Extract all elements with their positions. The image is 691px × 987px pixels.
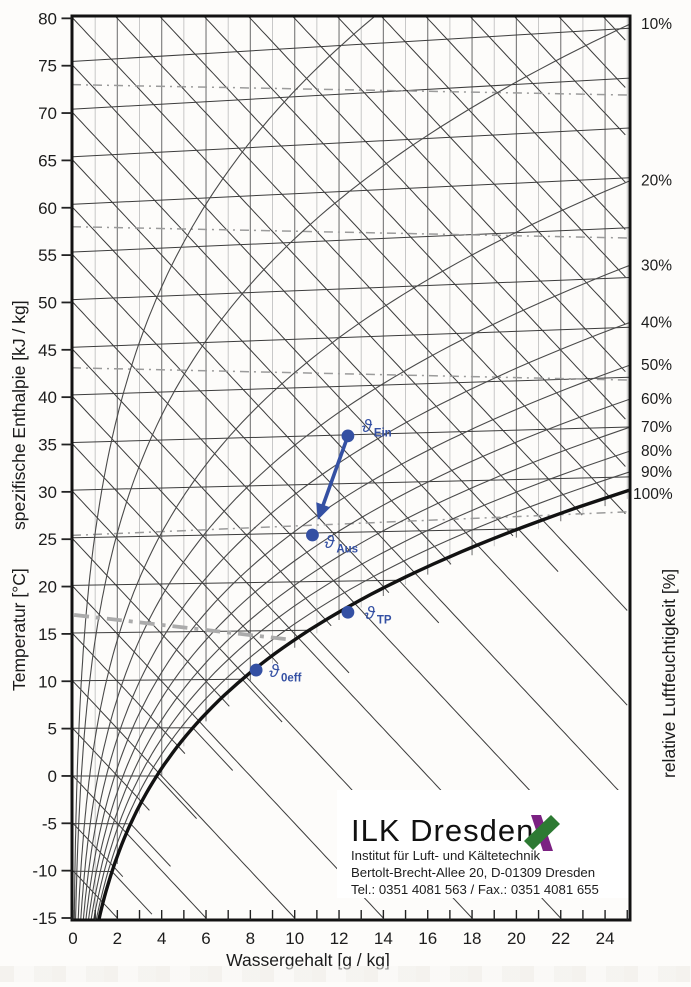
- y-tick-label: -15: [32, 909, 57, 928]
- rh-percent-label: 30%: [641, 257, 672, 274]
- y-tick-label: -10: [32, 862, 57, 881]
- y-tick-label: 10: [38, 672, 57, 691]
- isotherm-line: [73, 477, 630, 490]
- x-tick-label: 4: [157, 929, 166, 948]
- x-tick-label: 2: [113, 929, 122, 948]
- y-tick-label: 80: [38, 9, 57, 28]
- x-tick-label: 12: [330, 929, 349, 948]
- rh-percent-label: 20%: [641, 173, 672, 190]
- state-point-dot: [250, 664, 263, 677]
- y-tick-label: 70: [38, 104, 57, 123]
- fog-isotherm-extension: [309, 630, 349, 673]
- rh-percent-label: 70%: [641, 419, 672, 436]
- y-tick-label: 15: [38, 625, 57, 644]
- x-tick-label: 8: [246, 929, 255, 948]
- enthalpy-line: [249, 17, 626, 420]
- brand-address-line: Institut für Luft- und Kältetechnik: [351, 848, 541, 863]
- density-dashdot-line: [72, 368, 630, 380]
- enthalpy-line: [73, 18, 627, 610]
- fog-isotherm-extension: [157, 776, 197, 819]
- rh-percent-label: 60%: [641, 391, 672, 408]
- enthalpy-line: [337, 17, 625, 325]
- isotherm-line: [73, 128, 630, 157]
- enthalpy-line: [426, 17, 626, 230]
- y-tick-label: 40: [38, 388, 57, 407]
- isotherm-line: [73, 0, 630, 14]
- y-tick-label: 25: [38, 530, 57, 549]
- x-tick-label: 16: [418, 929, 437, 948]
- y-tick-label: 0: [48, 767, 57, 786]
- isotherm-line: [73, 28, 630, 61]
- brand-address-line: Tel.: 0351 4081 563 / Fax.: 0351 4081 65…: [351, 882, 599, 897]
- enthalpy-line: [382, 17, 626, 278]
- y-tick-label: 60: [38, 199, 57, 218]
- x-tick-label: 18: [463, 929, 482, 948]
- rh-percent-label: 10%: [641, 16, 672, 33]
- enthalpy-axis-title: spezifische Enthalpie [kJ / kg]: [9, 295, 30, 535]
- x-tick-label: 0: [68, 929, 77, 948]
- brand-address-line: Bertolt-Brecht-Allee 20, D-01309 Dresden: [351, 865, 595, 880]
- y-tick-label: 35: [38, 436, 57, 455]
- y-tick-label: 30: [38, 483, 57, 502]
- isotherm-line: [73, 78, 630, 109]
- grid-layer: [72, 0, 630, 920]
- rh-percent-label: 80%: [641, 443, 672, 460]
- fog-isotherm-extension: [131, 824, 171, 867]
- x-tick-label: 10: [285, 929, 304, 948]
- enthalpy-line: [73, 208, 627, 800]
- y-tick-label: 20: [38, 578, 57, 597]
- rh-percent-label: 90%: [641, 464, 672, 481]
- state-point-dot: [342, 429, 355, 442]
- temperature-axis-title: Temperatur [°C]: [9, 550, 30, 710]
- rh-percent-label: 40%: [641, 314, 672, 331]
- rh-curve: [76, 24, 630, 919]
- process-arrow-head: [316, 502, 330, 520]
- isotherm-line: [73, 178, 630, 205]
- state-point-dot: [342, 606, 355, 619]
- enthalpy-line: [293, 17, 626, 372]
- fog-isotherm-extension: [112, 872, 152, 915]
- enthalpy-line: [204, 17, 625, 467]
- x-tick-label: 6: [201, 929, 210, 948]
- y-tick-label: 5: [48, 720, 57, 739]
- y-tick-label: 75: [38, 57, 57, 76]
- rh-percent-label: 100%: [633, 486, 673, 503]
- x-tick-label: 22: [551, 929, 570, 948]
- x-tick-label: 20: [507, 929, 526, 948]
- fog-isotherm-extension: [518, 529, 558, 572]
- brand-name: ILK Dresden: [351, 813, 534, 848]
- density-dashdot-line: [72, 227, 630, 238]
- state-point-dot: [306, 529, 319, 542]
- y-tick-label: 55: [38, 246, 57, 265]
- y-tick-label: -5: [42, 814, 57, 833]
- x-tick-label: 24: [596, 929, 615, 948]
- x-tick-label: 14: [374, 929, 393, 948]
- y-tick-label: 45: [38, 341, 57, 360]
- enthalpy-line: [470, 17, 625, 183]
- rh-percent-label: 50%: [641, 357, 672, 374]
- y-tick-label: 65: [38, 151, 57, 170]
- enthalpy-line: [559, 17, 626, 88]
- relative-humidity-axis-title: relative Luftfeuchtigkeit [%]: [659, 548, 680, 798]
- fog-isotherm-extension: [193, 728, 233, 771]
- fog-isotherm-extension: [242, 679, 282, 722]
- fog-isotherm-extension: [399, 580, 439, 623]
- plot-frame: [72, 16, 630, 920]
- scan-noise-strip: [0, 966, 691, 982]
- y-tick-label: 50: [38, 293, 57, 312]
